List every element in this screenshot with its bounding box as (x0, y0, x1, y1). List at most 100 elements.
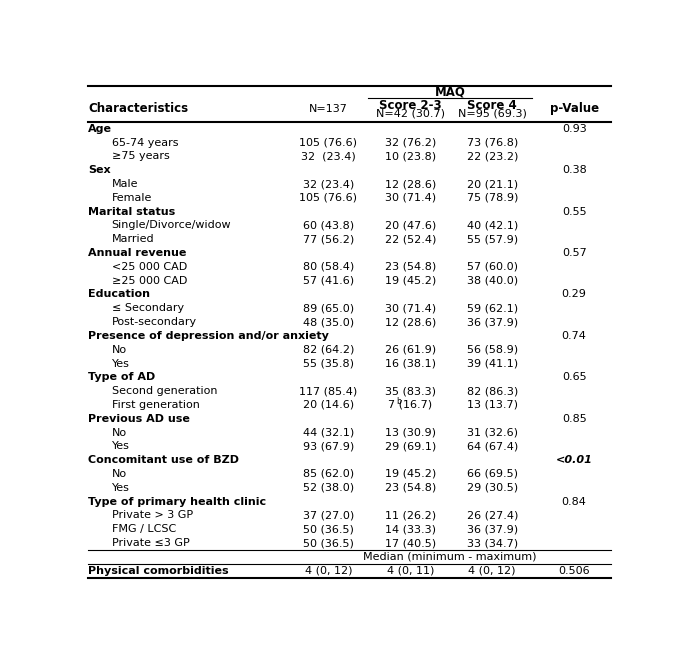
Text: 30 (71.4): 30 (71.4) (385, 193, 436, 203)
Text: FMG / LCSC: FMG / LCSC (112, 524, 176, 534)
Text: Type of primary health clinic: Type of primary health clinic (88, 497, 266, 507)
Text: 105 (76.6): 105 (76.6) (299, 193, 357, 203)
Text: Marital status: Marital status (88, 207, 175, 216)
Text: Median (minimum - maximum): Median (minimum - maximum) (364, 552, 537, 562)
Text: 37 (27.0): 37 (27.0) (303, 511, 354, 520)
Text: Single/Divorce/widow: Single/Divorce/widow (112, 220, 231, 230)
Text: Concomitant use of BZD: Concomitant use of BZD (88, 455, 239, 465)
Text: 17 (40.5): 17 (40.5) (385, 538, 436, 548)
Text: 56 (58.9): 56 (58.9) (466, 345, 518, 355)
Text: 14 (33.3): 14 (33.3) (385, 524, 436, 534)
Text: Married: Married (112, 234, 154, 244)
Text: p-Value: p-Value (550, 102, 599, 115)
Text: 13 (13.7): 13 (13.7) (466, 400, 518, 410)
Text: 32  (23.4): 32 (23.4) (301, 151, 356, 162)
Text: 64 (67.4): 64 (67.4) (466, 441, 518, 451)
Text: 33 (34.7): 33 (34.7) (466, 538, 518, 548)
Text: Previous AD use: Previous AD use (88, 414, 190, 424)
Text: 7 (16.7): 7 (16.7) (388, 400, 432, 410)
Text: 0.93: 0.93 (562, 124, 587, 134)
Text: 23 (54.8): 23 (54.8) (385, 482, 436, 493)
Text: Private ≤3 GP: Private ≤3 GP (112, 538, 190, 548)
Text: 57 (41.6): 57 (41.6) (303, 276, 354, 286)
Text: 20 (21.1): 20 (21.1) (466, 179, 518, 189)
Text: 55 (35.8): 55 (35.8) (303, 359, 354, 368)
Text: 0.29: 0.29 (562, 289, 587, 299)
Text: 29 (30.5): 29 (30.5) (466, 482, 518, 493)
Text: 4 (0, 12): 4 (0, 12) (305, 566, 352, 576)
Text: 35 (83.3): 35 (83.3) (385, 386, 436, 396)
Text: 12 (28.6): 12 (28.6) (385, 317, 436, 327)
Text: 82 (64.2): 82 (64.2) (303, 345, 354, 355)
Text: N=95 (69.3): N=95 (69.3) (458, 108, 527, 119)
Text: 22 (23.2): 22 (23.2) (466, 151, 518, 162)
Text: <25 000 CAD: <25 000 CAD (112, 262, 187, 272)
Text: No: No (112, 428, 127, 437)
Text: 0.84: 0.84 (562, 497, 587, 507)
Text: ≥25 000 CAD: ≥25 000 CAD (112, 276, 187, 286)
Text: 29 (69.1): 29 (69.1) (385, 441, 436, 451)
Text: 85 (62.0): 85 (62.0) (303, 469, 354, 479)
Text: 32 (23.4): 32 (23.4) (303, 179, 354, 189)
Text: 66 (69.5): 66 (69.5) (466, 469, 518, 479)
Text: 77 (56.2): 77 (56.2) (303, 234, 354, 244)
Text: Score 2-3: Score 2-3 (379, 99, 442, 112)
Text: 30 (71.4): 30 (71.4) (385, 303, 436, 314)
Text: 0.38: 0.38 (562, 165, 587, 175)
Text: 20 (47.6): 20 (47.6) (385, 220, 436, 230)
Text: Yes: Yes (112, 359, 130, 368)
Text: ≥75 years: ≥75 years (112, 151, 169, 162)
Text: 39 (41.1): 39 (41.1) (466, 359, 518, 368)
Text: 23 (54.8): 23 (54.8) (385, 262, 436, 272)
Text: Presence of depression and/or anxiety: Presence of depression and/or anxiety (88, 331, 329, 341)
Text: 50 (36.5): 50 (36.5) (303, 538, 354, 548)
Text: Education: Education (88, 289, 150, 299)
Text: 26 (27.4): 26 (27.4) (466, 511, 518, 520)
Text: 40 (42.1): 40 (42.1) (466, 220, 518, 230)
Text: 12 (28.6): 12 (28.6) (385, 179, 436, 189)
Text: 75 (78.9): 75 (78.9) (466, 193, 518, 203)
Text: Second generation: Second generation (112, 386, 217, 396)
Text: MAQ: MAQ (434, 86, 465, 99)
Text: First generation: First generation (112, 400, 200, 410)
Text: 59 (62.1): 59 (62.1) (466, 303, 518, 314)
Text: ≤ Secondary: ≤ Secondary (112, 303, 184, 314)
Text: 19 (45.2): 19 (45.2) (385, 469, 436, 479)
Text: Physical comorbidities: Physical comorbidities (88, 566, 228, 576)
Text: Female: Female (112, 193, 152, 203)
Text: 16 (38.1): 16 (38.1) (385, 359, 436, 368)
Text: 0.506: 0.506 (559, 566, 590, 576)
Text: Yes: Yes (112, 441, 130, 451)
Text: 82 (86.3): 82 (86.3) (466, 386, 518, 396)
Text: 0.55: 0.55 (562, 207, 587, 216)
Text: 105 (76.6): 105 (76.6) (299, 138, 357, 147)
Text: <0.01: <0.01 (556, 455, 593, 465)
Text: 57 (60.0): 57 (60.0) (466, 262, 518, 272)
Text: 52 (38.0): 52 (38.0) (303, 482, 354, 493)
Text: 4 (0, 11): 4 (0, 11) (387, 566, 434, 576)
Text: Yes: Yes (112, 482, 130, 493)
Text: 13 (30.9): 13 (30.9) (385, 428, 436, 437)
Text: Score 4: Score 4 (467, 99, 517, 112)
Text: 36 (37.9): 36 (37.9) (466, 317, 518, 327)
Text: N=42 (30.7): N=42 (30.7) (376, 108, 445, 119)
Text: No: No (112, 469, 127, 479)
Text: 31 (32.6): 31 (32.6) (466, 428, 518, 437)
Text: No: No (112, 345, 127, 355)
Text: 0.57: 0.57 (562, 248, 587, 258)
Text: Post-secondary: Post-secondary (112, 317, 197, 327)
Text: Sex: Sex (88, 165, 110, 175)
Text: 60 (43.8): 60 (43.8) (303, 220, 354, 230)
Text: 0.74: 0.74 (562, 331, 587, 341)
Text: 0.65: 0.65 (562, 372, 587, 382)
Text: 80 (58.4): 80 (58.4) (303, 262, 354, 272)
Text: 19 (45.2): 19 (45.2) (385, 276, 436, 286)
Text: 93 (67.9): 93 (67.9) (303, 441, 354, 451)
Text: 48 (35.0): 48 (35.0) (303, 317, 354, 327)
Text: 89 (65.0): 89 (65.0) (303, 303, 354, 314)
Text: 55 (57.9): 55 (57.9) (466, 234, 518, 244)
Text: 0.85: 0.85 (562, 414, 587, 424)
Text: 44 (32.1): 44 (32.1) (303, 428, 354, 437)
Text: 32 (76.2): 32 (76.2) (385, 138, 436, 147)
Text: 50 (36.5): 50 (36.5) (303, 524, 354, 534)
